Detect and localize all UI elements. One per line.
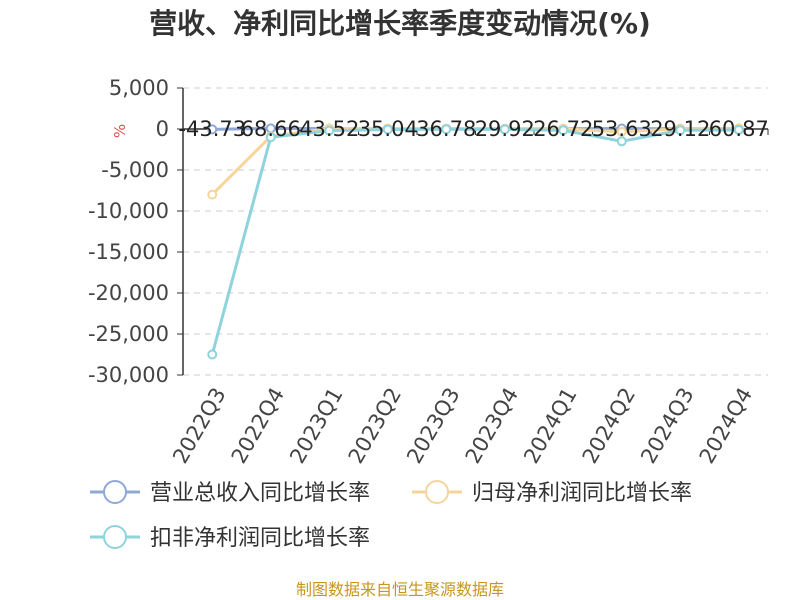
x-tick-label: 2024Q3 bbox=[636, 384, 698, 468]
data-label: 53.63 bbox=[592, 117, 652, 141]
data-point-series-2[interactable] bbox=[207, 189, 218, 200]
x-tick-label: 2023Q3 bbox=[402, 384, 464, 468]
data-point-series-3[interactable] bbox=[499, 124, 510, 135]
legend-label: 扣非净利润同比增长率 bbox=[150, 526, 370, 551]
chart-title: 营收、净利同比增长率季度变动情况(%) bbox=[149, 7, 651, 40]
data-point-series-3[interactable] bbox=[265, 132, 276, 143]
source-note: 制图数据来自恒生聚源数据库 bbox=[296, 580, 504, 599]
legend-marker bbox=[103, 525, 127, 549]
data-point-series-3[interactable] bbox=[441, 124, 452, 135]
data-label: 43.52 bbox=[299, 117, 359, 141]
series-line-3 bbox=[210, 127, 739, 355]
data-label: 36.78 bbox=[416, 117, 476, 141]
legend-item-3[interactable]: 扣非净利润同比增长率 bbox=[90, 525, 370, 551]
data-labels: -43.7368.6643.5235.0436.7829.9226.7253.6… bbox=[178, 117, 768, 141]
x-tick-label: 2024Q4 bbox=[695, 384, 757, 468]
legend-marker bbox=[103, 480, 127, 504]
y-axis-unit: % bbox=[111, 124, 129, 138]
legend-item-2[interactable]: 归母净利润同比增长率 bbox=[412, 480, 692, 506]
data-label: 35.04 bbox=[358, 117, 418, 141]
data-label: 60.87 bbox=[709, 117, 769, 141]
x-tick-label: 2023Q1 bbox=[285, 384, 347, 468]
data-point-series-3[interactable] bbox=[324, 125, 335, 136]
grid-lines bbox=[183, 87, 768, 376]
x-tick-label: 2023Q2 bbox=[344, 384, 406, 468]
data-point-series-2[interactable] bbox=[616, 126, 627, 137]
legend-label: 营业总收入同比增长率 bbox=[150, 481, 370, 506]
y-tick-label: 5,000 bbox=[109, 76, 169, 100]
y-tick-label: 0 bbox=[156, 117, 169, 141]
legend-label: 归母净利润同比增长率 bbox=[472, 481, 692, 506]
x-tick-label: 2023Q4 bbox=[461, 384, 523, 468]
y-tick-label: -10,000 bbox=[88, 199, 169, 223]
y-tick-label: -20,000 bbox=[88, 281, 169, 305]
x-tick-label: 2024Q2 bbox=[578, 384, 640, 468]
y-tick-label: -25,000 bbox=[88, 322, 169, 346]
data-point-series-3[interactable] bbox=[382, 124, 393, 135]
data-point-series-3[interactable] bbox=[616, 136, 627, 147]
series-layer bbox=[207, 123, 744, 360]
y-tick-label: -5,000 bbox=[101, 158, 169, 182]
data-label: -43.73 bbox=[178, 117, 246, 141]
x-tick-label: 2024Q1 bbox=[519, 384, 581, 468]
data-label: 68.66 bbox=[241, 117, 301, 141]
data-point-series-1[interactable] bbox=[207, 124, 218, 135]
x-tick-label: 2022Q4 bbox=[227, 384, 289, 468]
data-point-series-3[interactable] bbox=[675, 125, 686, 136]
legend-marker bbox=[425, 480, 449, 504]
y-tick-label: -30,000 bbox=[88, 363, 169, 387]
data-label: 26.72 bbox=[533, 117, 593, 141]
data-label: 29.12 bbox=[650, 117, 710, 141]
data-point-series-3[interactable] bbox=[733, 124, 744, 135]
x-tick-label: 2022Q3 bbox=[168, 384, 230, 468]
legend-item-1[interactable]: 营业总收入同比增长率 bbox=[90, 480, 370, 506]
data-point-series-3[interactable] bbox=[207, 349, 218, 360]
y-tick-label: -15,000 bbox=[88, 240, 169, 264]
data-label: 29.92 bbox=[475, 117, 535, 141]
data-point-series-3[interactable] bbox=[558, 125, 569, 136]
